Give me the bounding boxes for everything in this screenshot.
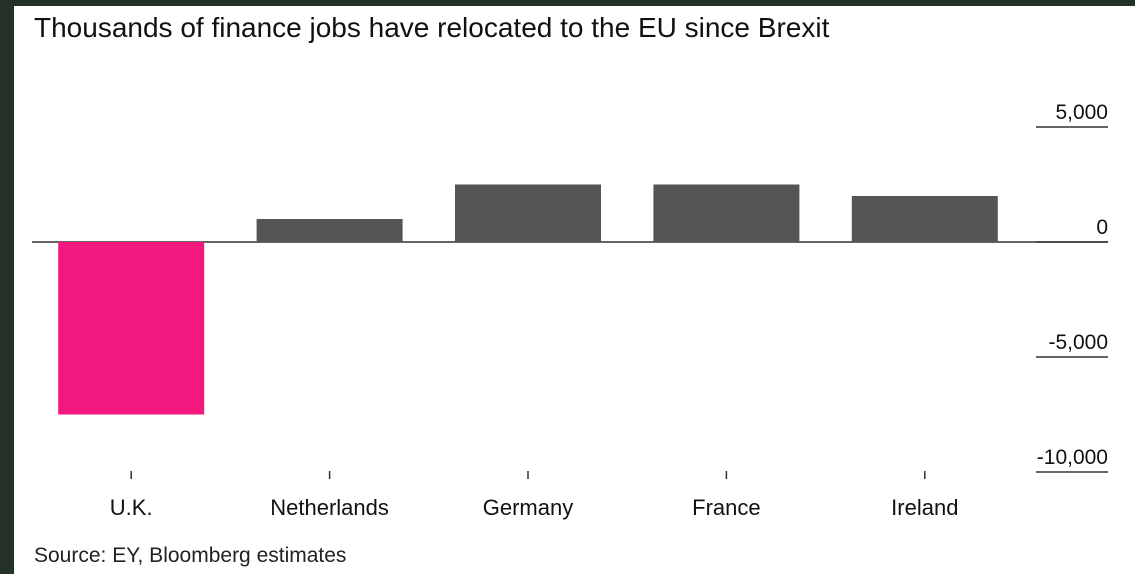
x-tick-label: Germany — [483, 495, 573, 520]
x-tick-label: U.K. — [110, 495, 153, 520]
bar-germany — [455, 185, 601, 243]
y-tick-label: -5,000 — [1048, 331, 1108, 354]
bar-u-k — [58, 242, 204, 415]
bar-netherlands — [257, 219, 403, 242]
chart-card: Thousands of finance jobs have relocated… — [14, 6, 1135, 574]
y-tick-label: -10,000 — [1037, 446, 1108, 469]
source-note: Source: EY, Bloomberg estimates — [34, 544, 346, 568]
bar-france — [653, 185, 799, 243]
y-tick-label: 0 — [1096, 216, 1108, 239]
x-tick-label: Netherlands — [270, 495, 389, 520]
bar-chart: 5,000 0 -5,000 -10,000 U.K. Netherlands German… — [14, 6, 1135, 574]
x-tick-label: France — [692, 495, 760, 520]
x-tick-label: Ireland — [891, 495, 958, 520]
y-tick-label: 5,000 — [1055, 101, 1108, 124]
bar-ireland — [852, 196, 998, 242]
